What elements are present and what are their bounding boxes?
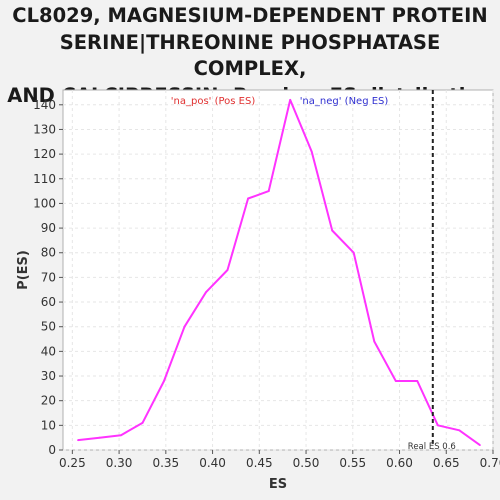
grid-lines	[63, 90, 494, 451]
y-tick-label: 40	[41, 344, 56, 358]
x-tick-label: 0.60	[386, 456, 413, 470]
data-point	[310, 150, 313, 153]
y-tick-label: 120	[33, 147, 56, 161]
y-tick-label: 0	[48, 443, 56, 457]
x-tick-label: 0.35	[152, 456, 179, 470]
y-tick-label: 60	[41, 295, 56, 309]
data-point	[77, 439, 79, 441]
x-tick-label: 0.65	[433, 456, 460, 470]
legend-neg-es: 'na_neg' (Neg ES)	[300, 96, 389, 107]
x-axis-ticks: 0.25 0.30 0.35 0.40 0.45 0.50 0.55 0.60 0.65 0.70	[59, 450, 500, 470]
x-tick-label: 0.30	[106, 456, 133, 470]
y-tick-label: 90	[41, 221, 56, 235]
series-group	[77, 98, 481, 446]
data-point	[373, 340, 376, 343]
y-tick-label: 80	[41, 246, 56, 260]
data-point	[416, 380, 419, 382]
data-point	[247, 197, 250, 200]
x-tick-label: 0.45	[246, 456, 273, 470]
y-tick-label: 20	[41, 394, 56, 408]
y-tick-label: 10	[41, 418, 56, 432]
chart-title-line-2: SERINE|THREONINE PHOSPHATASE COMPLEX,	[59, 30, 441, 81]
data-point	[394, 380, 397, 382]
x-axis-label: ES	[269, 477, 287, 492]
data-point	[289, 99, 292, 101]
x-tick-label: 0.50	[293, 456, 320, 470]
chart-title-line-1: CL8029, MAGNESIUM-DEPENDENT PROTEIN	[12, 4, 488, 27]
data-point	[436, 424, 439, 427]
x-tick-label: 0.70	[480, 456, 500, 470]
y-tick-label: 30	[41, 369, 56, 383]
data-point	[226, 269, 229, 271]
reference-line-group: Real ES 0.6	[408, 90, 456, 452]
data-point	[141, 422, 144, 424]
y-tick-label: 100	[33, 196, 56, 210]
data-point	[267, 190, 270, 193]
y-tick-label: 130	[33, 122, 56, 136]
data-point	[352, 251, 355, 254]
data-point	[163, 380, 165, 382]
data-point	[205, 291, 207, 294]
series-line	[77, 98, 481, 446]
y-axis-ticks: 0 10 20 30 40 50 60 70 80 90 100 110 120 130 140	[33, 98, 63, 457]
data-point	[98, 436, 101, 439]
data-point	[458, 429, 461, 432]
y-axis-label: P(ES)	[16, 250, 31, 290]
plot-area	[62, 89, 494, 451]
data-point	[479, 444, 481, 446]
y-tick-label: 50	[41, 320, 56, 334]
legend-pos-es: 'na_pos' (Pos ES)	[171, 96, 256, 107]
y-tick-label: 140	[33, 98, 56, 112]
x-tick-label: 0.55	[339, 456, 366, 470]
y-tick-label: 110	[33, 172, 56, 186]
data-point	[331, 229, 334, 232]
x-tick-label: 0.25	[59, 456, 86, 470]
data-point	[183, 325, 186, 328]
reference-line-label: Real ES 0.6	[408, 442, 456, 452]
data-point	[120, 434, 122, 437]
x-tick-label: 0.40	[199, 456, 226, 470]
y-tick-label: 70	[41, 270, 56, 284]
